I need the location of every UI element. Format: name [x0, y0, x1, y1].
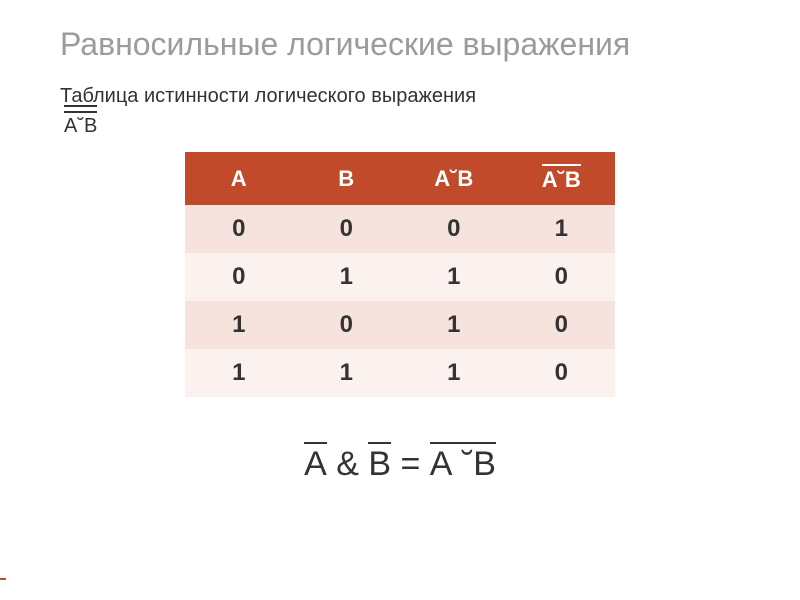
table-row: 1110	[185, 349, 615, 397]
table-cell: 1	[400, 253, 508, 301]
subtitle-expr-b: В	[84, 115, 97, 137]
table-cell: 1	[293, 253, 401, 301]
table-header-cell: А	[185, 152, 293, 205]
truth-table: АВА˘ВА˘В 0001011010101110	[185, 152, 615, 397]
table-row: 0110	[185, 253, 615, 301]
table-header-cell: А˘В	[400, 152, 508, 205]
eq-rhs: А ˘В	[430, 445, 496, 483]
table-cell: 0	[185, 253, 293, 301]
subtitle-expr-op: ˘	[77, 115, 84, 137]
equation: А & В = А ˘В	[0, 442, 800, 484]
table-cell: 0	[508, 301, 616, 349]
table-cell: 1	[400, 301, 508, 349]
table-row: 1010	[185, 301, 615, 349]
table-cell: 0	[293, 301, 401, 349]
eq-rhs-bar: А ˘В	[430, 442, 496, 484]
table-body: 0001011010101110	[185, 205, 615, 397]
footer-decorative-line	[0, 578, 6, 580]
eq-lhs-a-bar: А	[304, 442, 327, 484]
page-title: Равносильные логические выражения	[0, 0, 800, 73]
eq-sign: =	[391, 445, 430, 483]
subtitle-text: Таблица истинности логического выражения	[60, 85, 482, 107]
table-cell: 0	[508, 349, 616, 397]
table-header-cell: В	[293, 152, 401, 205]
table-cell: 1	[293, 349, 401, 397]
table-cell: 0	[508, 253, 616, 301]
table-cell: 0	[400, 205, 508, 253]
eq-amp: &	[327, 445, 369, 483]
table-row: 0001	[185, 205, 615, 253]
table-cell: 1	[185, 301, 293, 349]
eq-lhs-b-bar: В	[368, 442, 391, 484]
table-header-cell: А˘В	[508, 152, 616, 205]
subtitle-expr-overline: А˘В	[64, 111, 97, 139]
table-header-row: АВА˘ВА˘В	[185, 152, 615, 205]
subtitle-expr-a: А	[64, 115, 77, 137]
table-cell: 0	[185, 205, 293, 253]
eq-lhs-b: В	[368, 445, 391, 483]
subtitle: Таблица истинности логического выражения…	[0, 73, 800, 137]
table-cell: 1	[508, 205, 616, 253]
table-cell: 1	[400, 349, 508, 397]
table-cell: 1	[185, 349, 293, 397]
table-cell: 0	[293, 205, 401, 253]
eq-lhs-a: А	[304, 445, 327, 483]
